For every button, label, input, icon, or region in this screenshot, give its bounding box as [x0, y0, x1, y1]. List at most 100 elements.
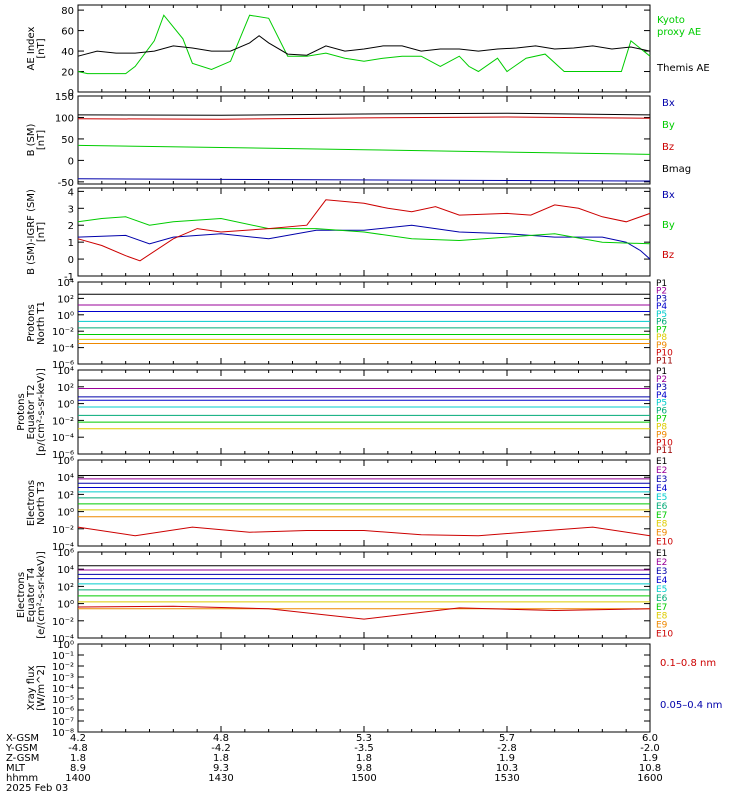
- footer-value: 1530: [494, 773, 519, 784]
- footer-value: 4.2: [70, 733, 86, 744]
- y-tick-label: 10⁶: [57, 548, 74, 559]
- legend-label: Bmag: [662, 164, 691, 175]
- series-line-bz: [77, 116, 651, 120]
- footer-value: 9.3: [213, 763, 229, 774]
- y-axis-label: North T1: [36, 301, 47, 345]
- series-line-bx: [77, 224, 651, 260]
- legend-label: Bz: [662, 142, 674, 153]
- panel-frame: [77, 643, 651, 733]
- legend-label: E9: [656, 621, 668, 631]
- series-line-e10: [77, 605, 651, 620]
- legend-label: 0.05–0.4 nm: [660, 700, 722, 711]
- legend-label: Bz: [662, 250, 674, 261]
- footer-value: -3.5: [354, 743, 374, 754]
- y-tick-label: 10⁻⁵: [52, 695, 74, 706]
- y-tick-label: 10⁻²: [52, 327, 74, 338]
- y-tick-label: 10²: [57, 294, 74, 305]
- legend-label: Bx: [662, 190, 675, 201]
- series-line-by: [77, 144, 651, 155]
- y-tick-label: -50: [58, 178, 74, 189]
- y-tick-label: 10⁻²: [52, 662, 74, 673]
- y-tick-label: 80: [61, 6, 74, 17]
- y-axis-label: Equator T2: [26, 385, 37, 440]
- footer-value: 1500: [351, 773, 376, 784]
- legend-label: E6: [656, 502, 668, 512]
- legend-label: E8: [656, 520, 668, 530]
- y-tick-label: 3: [68, 204, 74, 215]
- legend-label: E10: [656, 630, 673, 640]
- legend-label: P7: [656, 325, 667, 335]
- series-line-themis-ae: [77, 35, 651, 57]
- legend-label: E3: [656, 475, 667, 485]
- y-axis-label: North T3: [36, 481, 47, 525]
- y-tick-label: 10⁻⁸: [52, 728, 74, 739]
- y-tick-label: 4: [68, 187, 74, 198]
- y-axis-label: [nT]: [36, 222, 47, 242]
- y-tick-label: 10²: [57, 490, 74, 501]
- y-tick-label: 150: [55, 92, 74, 103]
- legend-label: P2: [656, 375, 667, 385]
- legend-label: P2: [656, 287, 667, 297]
- y-tick-label: 10⁰: [57, 640, 74, 651]
- legend-label: P3: [656, 294, 667, 304]
- y-tick-label: 10⁻²: [52, 416, 74, 427]
- y-tick-label: 10⁻⁶: [52, 706, 74, 717]
- y-tick-label: 0: [68, 88, 74, 99]
- legend-label: Kyoto: [657, 15, 685, 26]
- legend-label: E7: [656, 603, 667, 613]
- panel-bigrf: -1 0 1 2 3 4 B (SM)-IGRF (SM) [nT] Bx By Bz: [26, 187, 675, 283]
- y-tick-label: 10⁻³: [52, 673, 74, 684]
- footer-value: 1.8: [356, 753, 372, 764]
- y-axis-label: Electrons: [16, 572, 27, 618]
- y-axis-label: [nT]: [36, 38, 47, 58]
- footer-value: 6.0: [642, 733, 658, 744]
- legend-label: By: [662, 120, 675, 131]
- footer-value: 1400: [65, 773, 90, 784]
- legend-label: P5: [656, 310, 667, 320]
- footer-value: 1.8: [70, 753, 86, 764]
- y-axis-label: [e/(cm²-s-sr-keV)]: [36, 551, 47, 639]
- footer-row-label: Y-GSM: [5, 743, 38, 754]
- y-axis-label: [nT]: [36, 130, 47, 150]
- footer-value: 5.7: [499, 733, 515, 744]
- footer-value: -4.2: [211, 743, 231, 754]
- panel-frame: [77, 551, 651, 639]
- footer-row-label: hhmm: [6, 773, 38, 784]
- footer-value: 10.8: [639, 763, 661, 774]
- footer-value: 8.9: [70, 763, 86, 774]
- legend-label: E1: [656, 457, 667, 467]
- legend-label: E9: [656, 529, 668, 539]
- legend-label: E8: [656, 612, 668, 622]
- legend-label: P4: [656, 302, 667, 312]
- series-line-e10: [77, 526, 651, 537]
- panel-protons_t2: 10⁻⁶ 10⁻⁴ 10⁻² 10⁰ 10² 10⁴ Protons Equator T2 [p…: [16, 366, 673, 461]
- legend-label: E10: [656, 538, 673, 548]
- footer-value: 1600: [637, 773, 662, 784]
- y-axis-label: Xray flux: [26, 666, 37, 711]
- legend-label: P4: [656, 391, 667, 401]
- footer-value: 1.9: [499, 753, 515, 764]
- panel-protons_t1: 10⁻⁶ 10⁻⁴ 10⁻² 10⁰ 10² 10⁴ Protons North T1 P1P2…: [26, 278, 673, 371]
- y-tick-label: 10⁻⁶: [52, 450, 74, 461]
- y-axis-label: [p/(cm²-s-sr-keV)]: [36, 368, 47, 456]
- footer-value: 5.3: [356, 733, 372, 744]
- y-tick-label: 10⁶: [57, 456, 74, 467]
- legend-label: E2: [656, 466, 667, 476]
- y-tick-label: 10⁰: [57, 400, 74, 411]
- y-axis-label: Protons: [26, 304, 37, 341]
- panel-frame: [77, 369, 651, 455]
- y-tick-label: 10⁻²: [52, 525, 74, 536]
- legend-label: P9: [656, 430, 667, 440]
- footer-value: 4.8: [213, 733, 229, 744]
- footer-row-label: X-GSM: [6, 733, 39, 744]
- y-tick-label: 10⁻¹: [52, 651, 74, 662]
- panel-bsm: -50 0 50 100 150 B (SM) [nT] Bx By Bz Bmag: [26, 92, 691, 189]
- footer-value: -4.8: [68, 743, 88, 754]
- y-tick-label: 10⁻⁴: [52, 634, 74, 645]
- y-axis-label: Electrons: [26, 480, 37, 526]
- y-tick-label: 10⁻⁴: [52, 684, 74, 695]
- footer-value: 1.8: [213, 753, 229, 764]
